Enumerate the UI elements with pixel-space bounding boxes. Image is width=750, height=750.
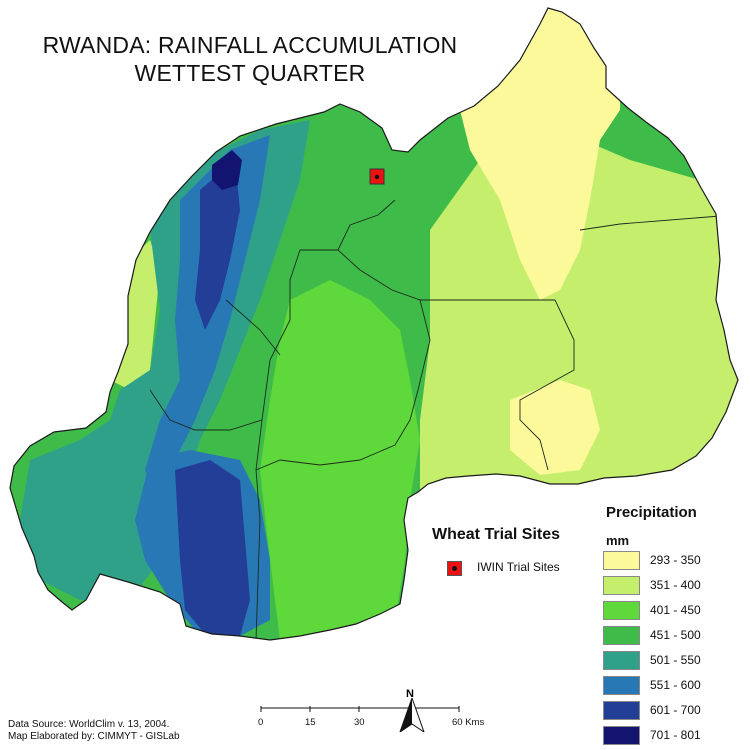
trial-sites-legend-heading: Wheat Trial Sites [432, 526, 561, 543]
precip-range-label: 501 - 550 [650, 653, 701, 667]
precip-legend-heading: Precipitation [606, 504, 697, 521]
precip-swatch [603, 726, 640, 745]
map-author-credit: Map Elaborated by: CIMMYT - GISLab [8, 731, 180, 742]
precip-range-label: 551 - 600 [650, 678, 701, 692]
trial-site-legend-label: IWIN Trial Sites [477, 560, 560, 574]
scale-tick-0: 0 [258, 717, 264, 728]
zone-351-400-east [420, 130, 738, 490]
zone-601-700-north [195, 160, 240, 330]
zone-293-350-southeast [510, 380, 600, 475]
scale-tick-30: 30 [354, 717, 365, 728]
zone-701-801 [212, 150, 242, 190]
precip-range-label: 701 - 801 [650, 728, 701, 742]
precip-swatch [603, 576, 640, 595]
precip-swatch [603, 551, 640, 570]
province-boundaries [149, 199, 721, 640]
precip-range-label: 601 - 700 [650, 703, 701, 717]
data-source-credit: Data Source: WorldClim v. 13, 2004. [8, 719, 170, 730]
scale-tick-60: 60 Kms [452, 717, 485, 728]
trial-site-legend-swatch [447, 561, 462, 576]
precip-range-label: 401 - 450 [650, 603, 701, 617]
north-label: N [406, 688, 414, 700]
scale-bar [260, 706, 460, 712]
trial-site-marker [369, 168, 385, 185]
zone-601-700-south [175, 460, 250, 636]
precip-swatch [603, 701, 640, 720]
scale-tick-15: 15 [305, 717, 316, 728]
precip-swatch [603, 651, 640, 670]
precip-swatch [603, 626, 640, 645]
precip-swatch [603, 676, 640, 695]
precip-range-label: 451 - 500 [650, 628, 701, 642]
north-arrow-icon [399, 698, 425, 732]
zone-401-450-central [260, 280, 420, 640]
precip-swatch [603, 601, 640, 620]
map-title-line1: RWANDA: RAINFALL ACCUMULATION [42, 32, 458, 58]
map-title-line2: WETTEST QUARTER [134, 60, 366, 86]
precip-range-label: 351 - 400 [650, 578, 701, 592]
precip-legend-unit: mm [606, 533, 630, 548]
precip-range-label: 293 - 350 [650, 553, 701, 567]
